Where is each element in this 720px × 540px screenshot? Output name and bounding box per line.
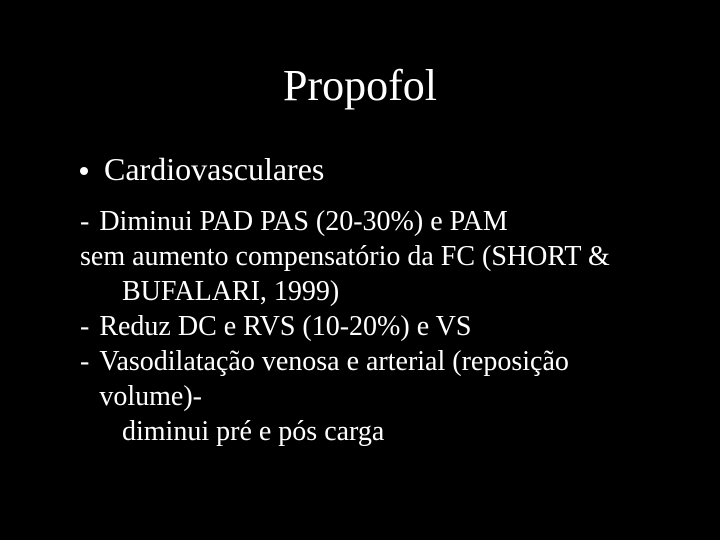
dash-icon: -	[80, 204, 89, 239]
body-text: Reduz DC e RVS (10-20%) e VS	[99, 309, 471, 344]
heading-row: Cardiovasculares	[80, 151, 670, 188]
slide: Propofol Cardiovasculares - Diminui PAD …	[0, 0, 720, 540]
body-line-6: diminui pré e pós carga	[122, 414, 670, 449]
dash-icon: -	[80, 344, 89, 379]
bullet-icon	[80, 167, 88, 175]
body-text: sem aumento compensatório da FC (SHORT &	[80, 241, 610, 272]
body-line-5: - Vasodilatação venosa e arterial (repos…	[80, 344, 670, 414]
heading-text: Cardiovasculares	[104, 151, 324, 188]
body-text: Diminui PAD PAS (20-30%) e PAM	[99, 204, 507, 239]
body-text: diminui pré e pós carga	[122, 416, 384, 447]
body-line-1: - Diminui PAD PAS (20-30%) e PAM	[80, 204, 670, 239]
body-line-2: sem aumento compensatório da FC (SHORT &	[80, 239, 670, 274]
body-line-3: BUFALARI, 1999)	[122, 274, 670, 309]
body-text: Vasodilatação venosa e arterial (reposiç…	[99, 344, 670, 414]
body-line-4: - Reduz DC e RVS (10-20%) e VS	[80, 309, 670, 344]
slide-title: Propofol	[50, 60, 670, 111]
body-block: - Diminui PAD PAS (20-30%) e PAM sem aum…	[80, 204, 670, 449]
body-text: BUFALARI, 1999)	[122, 276, 339, 307]
dash-icon: -	[80, 309, 89, 344]
